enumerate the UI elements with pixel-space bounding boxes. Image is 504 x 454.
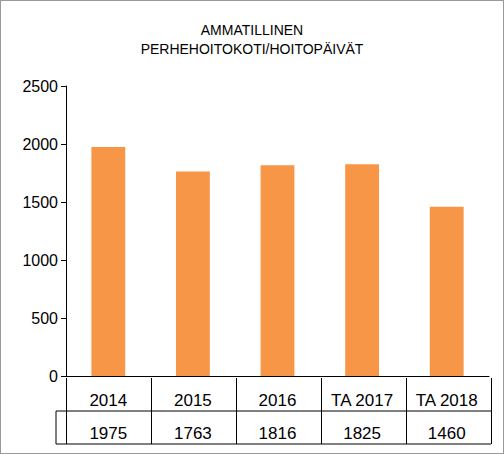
svg-text:500: 500 [31, 310, 58, 327]
svg-text:AMMATILLINEN: AMMATILLINEN [201, 22, 303, 38]
svg-text:TA 2017: TA 2017 [331, 391, 393, 410]
svg-text:1500: 1500 [22, 194, 58, 211]
svg-text:2500: 2500 [22, 78, 58, 95]
svg-text:1000: 1000 [22, 252, 58, 269]
svg-text:1763: 1763 [174, 424, 212, 443]
svg-text:1825: 1825 [343, 424, 381, 443]
svg-text:1816: 1816 [259, 424, 297, 443]
svg-text:1460: 1460 [428, 424, 466, 443]
svg-text:2014: 2014 [89, 391, 127, 410]
svg-text:TA 2018: TA 2018 [416, 391, 478, 410]
svg-text:2000: 2000 [22, 136, 58, 153]
svg-text:2015: 2015 [174, 391, 212, 410]
svg-text:1975: 1975 [89, 424, 127, 443]
svg-text:PERHEHOITOKOTI/HOITOPÄIVÄT: PERHEHOITOKOTI/HOITOPÄIVÄT [141, 41, 364, 57]
svg-text:2016: 2016 [259, 391, 297, 410]
svg-text:0: 0 [49, 368, 58, 385]
